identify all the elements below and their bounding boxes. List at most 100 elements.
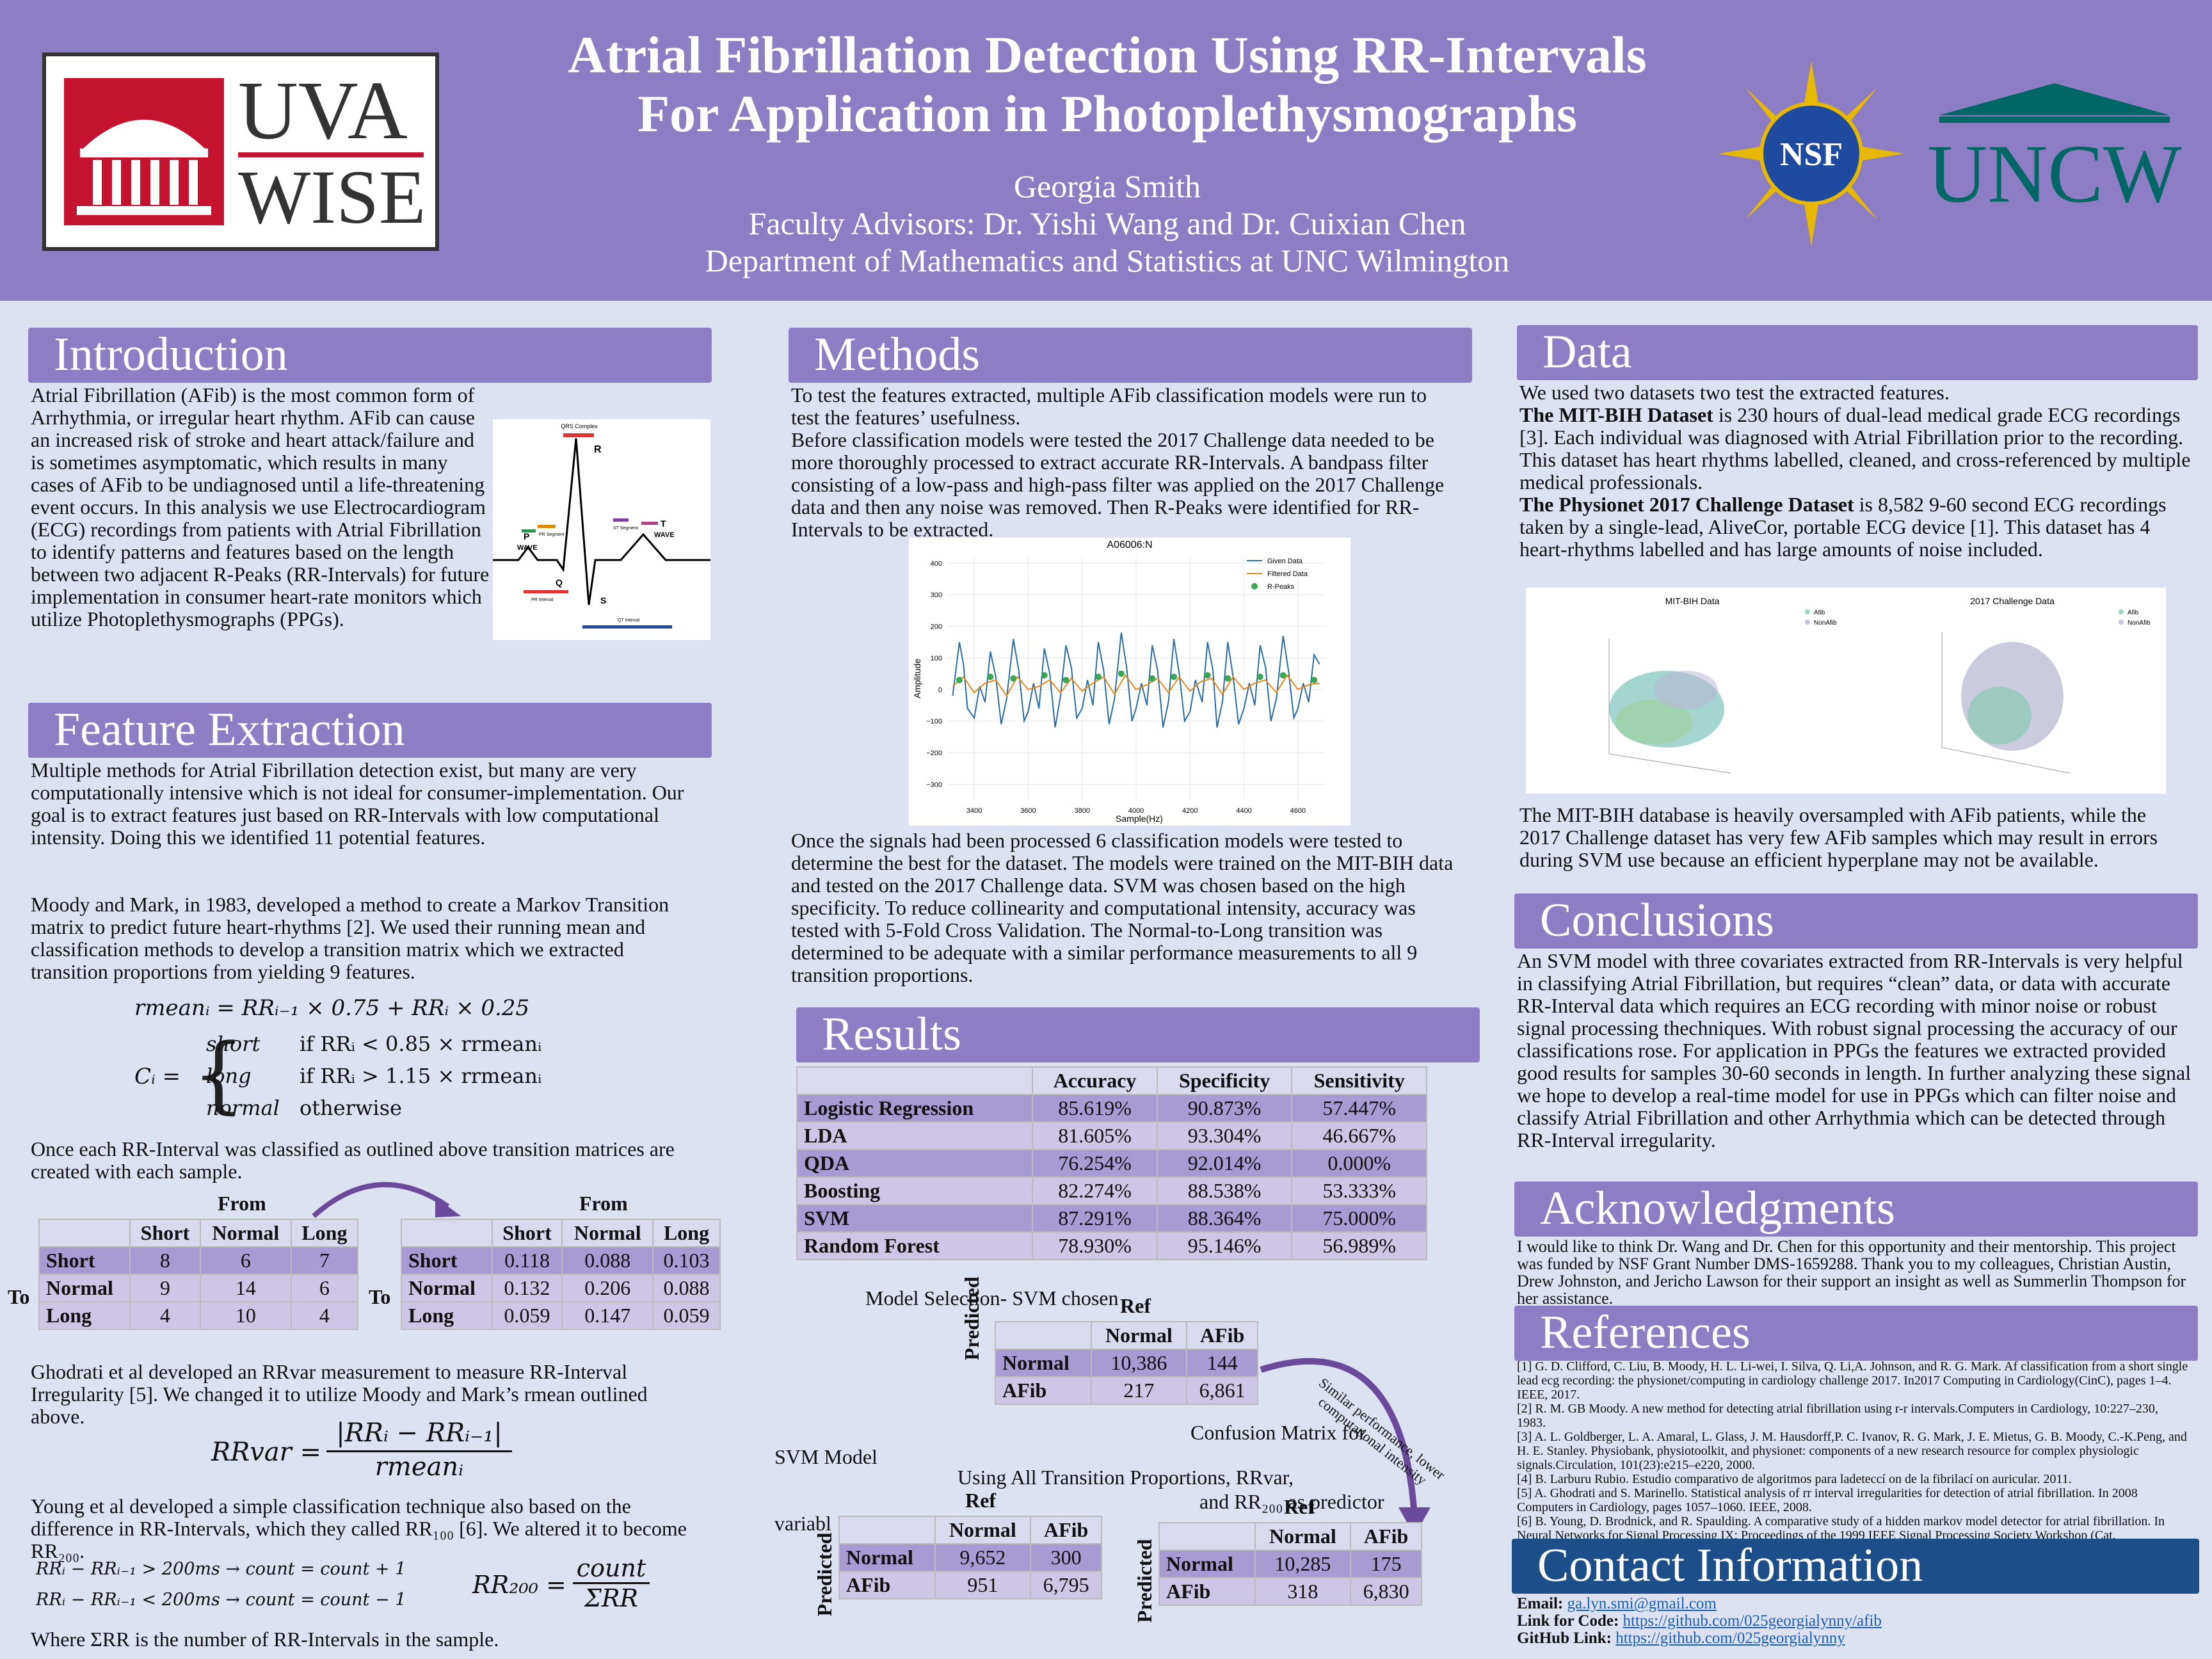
github-link[interactable]: https://github.com/025georgialynny xyxy=(1615,1630,1845,1647)
references-header: References xyxy=(1514,1306,2198,1361)
corner-cell xyxy=(38,1219,131,1247)
c-case-long: long xyxy=(206,1064,252,1088)
rr200-denominator: ΣRR xyxy=(584,1584,639,1612)
table-row: Random Forest 78.930% 95.146% 56.989% xyxy=(796,1231,1427,1260)
r-peak-point xyxy=(956,677,963,684)
feature-p5: Young et al developed a simple classific… xyxy=(31,1495,687,1562)
y-tick-label: 300 xyxy=(931,591,942,599)
r-peak-point xyxy=(1149,675,1156,682)
physionet-desc: The Physionet 2017 Challenge Dataset is … xyxy=(1519,493,2167,561)
c-case-long-cond: if RRᵢ > 1.15 × rrmeanᵢ xyxy=(300,1064,542,1088)
feature-header: Feature Extraction xyxy=(28,703,712,758)
qt-interval-marker xyxy=(582,625,672,629)
rr200-rule-2: RRᵢ − RRᵢ₋₁ < 200ms → count = count − 1 xyxy=(36,1590,406,1610)
legend-nonafib-dot-1 xyxy=(1805,620,1810,625)
brace: { xyxy=(192,1025,245,1123)
rrvar-lhs: RRvar = xyxy=(211,1438,322,1467)
contact-block: Email: ga.lyn.smi@gmail.com Link for Cod… xyxy=(1517,1595,2195,1647)
legend-marker xyxy=(1251,583,1258,589)
plot1-title: MIT-BIH Data xyxy=(1665,596,1720,606)
table-row: Normal 9 14 6 xyxy=(38,1274,359,1302)
x-tick-label: 4000 xyxy=(1128,807,1144,815)
ecg-wave-diagram: QRS Complex R P WAVE PR Segment ST Segme… xyxy=(493,419,710,640)
r-peak-point xyxy=(1256,673,1263,680)
table-row: Long 4 10 4 xyxy=(38,1301,359,1330)
c-case-short: short xyxy=(206,1032,260,1056)
rr200-lhs: RR₂₀₀ = xyxy=(472,1571,566,1599)
given-data-line xyxy=(952,632,1320,728)
predicted-label-1: Predicted xyxy=(960,1276,983,1361)
uva-red-bar xyxy=(238,152,424,157)
y-tick-label: 100 xyxy=(931,655,942,662)
r-peak-point xyxy=(1095,673,1102,680)
uncw-text: UNCW xyxy=(1927,128,2181,218)
contact-code-row: Link for Code: https://github.com/025geo… xyxy=(1517,1612,1882,1630)
scatter-cloud-1 xyxy=(1608,639,1731,774)
rr200-fraction: count ΣRR xyxy=(573,1554,650,1612)
author-name: Georgia Smith xyxy=(1013,168,1201,204)
table-row: Short 8 6 7 xyxy=(38,1246,359,1275)
poster-title: Atrial Fibrillation Detection Using RR-I… xyxy=(358,26,1856,143)
intro-header: Introduction xyxy=(28,328,712,383)
data-p1: We used two datasets two test the extrac… xyxy=(1519,381,2191,561)
ref-label-3: Ref xyxy=(1284,1495,1315,1518)
results-table: Accuracy Specificity Sensitivity Logisti… xyxy=(796,1066,1427,1260)
y-tick-label: −200 xyxy=(926,749,942,757)
chart-title: A06006:N xyxy=(1107,540,1152,550)
model-selection-caption: Model Selection- SVM chosen xyxy=(865,1286,1119,1310)
y-tick-label: −300 xyxy=(926,781,942,789)
dataset-scatter-plots: MIT-BIH Data 2017 Challenge Data Afib No… xyxy=(1526,588,2166,794)
y-tick-label: −100 xyxy=(926,718,942,726)
email-link[interactable]: ga.lyn.smi@gmail.com xyxy=(1567,1595,1717,1612)
table-row: LDA 81.605% 93.304% 46.667% xyxy=(796,1121,1427,1150)
t-wave-label: WAVE xyxy=(654,531,675,539)
col-header: Short xyxy=(129,1219,201,1247)
rrvar-numerator: |RRᵢ − RRᵢ₋₁| xyxy=(326,1418,512,1452)
plot2-title: 2017 Challenge Data xyxy=(1970,596,2055,606)
rmean-equation: rmeanᵢ = RRᵢ₋₁ × 0.75 + RRᵢ × 0.25 xyxy=(134,995,530,1021)
col-header: Short xyxy=(491,1219,563,1247)
x-tick-label: 3600 xyxy=(1020,807,1036,815)
rr200-rule-1: RRᵢ − RRᵢ₋₁ > 200ms → count = count + 1 xyxy=(36,1559,406,1579)
data-header: Data xyxy=(1517,325,2198,380)
legend-afib-1: Afib xyxy=(1814,609,1825,616)
to-label-1: To xyxy=(8,1285,30,1308)
legend-nonafib-2: NonAfib xyxy=(2128,620,2151,627)
predicted-label-3: Predicted xyxy=(1133,1539,1156,1623)
col-header: Normal xyxy=(199,1219,292,1247)
scatter-cloud-2 xyxy=(1941,632,2071,774)
col-header: Sensitivity xyxy=(1291,1066,1427,1095)
nsf-logo: NSF xyxy=(1719,61,1904,246)
c-equation-lhs: Cᵢ = xyxy=(134,1064,181,1089)
c-case-normal: normal xyxy=(206,1096,280,1120)
to-label-2: To xyxy=(369,1285,391,1308)
author-block: Georgia Smith Faculty Advisors: Dr. Yish… xyxy=(358,168,1856,279)
curved-arrow xyxy=(312,1182,461,1218)
contact-github-row: GitHub Link: https://github.com/025georg… xyxy=(1517,1630,1845,1647)
table-row: Normal 0.132 0.206 0.088 xyxy=(401,1274,721,1302)
chart-x-label: Sample(Hz) xyxy=(1116,813,1163,824)
legend-label: Filtered Data xyxy=(1267,570,1308,578)
predicted-label-2: Predicted xyxy=(813,1532,836,1617)
rotunda-icon xyxy=(64,78,224,225)
table-row: Short 0.118 0.088 0.103 xyxy=(401,1246,721,1275)
title-line-2: For Application in Photoplethysmographs xyxy=(637,84,1577,143)
r-peak-point xyxy=(1118,670,1125,677)
transition-proportion-table: Short Normal Long Short 0.118 0.088 0.10… xyxy=(401,1219,721,1330)
pr-interval-marker xyxy=(524,590,568,593)
legend-label: Given Data xyxy=(1267,557,1303,565)
table-row: Boosting 82.274% 88.538% 53.333% xyxy=(796,1176,1427,1205)
s-label: S xyxy=(600,595,606,605)
code-link[interactable]: https://github.com/025georgialynny/afib xyxy=(1623,1612,1882,1630)
conclusions-text: An SVM model with three covariates extra… xyxy=(1517,949,2192,1151)
cm-caption-title: Confusion Matrix for xyxy=(1190,1421,1366,1444)
legend-nonafib-dot-2 xyxy=(2119,620,2124,625)
col-header: Long xyxy=(652,1219,721,1247)
r-peak-point xyxy=(1311,677,1318,684)
transition-count-table: Short Normal Long Short 8 6 7 Normal 9 1… xyxy=(38,1219,359,1330)
r-label: R xyxy=(594,444,602,455)
qrs-bracket xyxy=(563,433,594,437)
table-row: Logistic Regression 85.619% 90.873% 57.447% xyxy=(796,1094,1427,1123)
mit-bih-desc: The MIT-BIH Dataset is 230 hours of dual… xyxy=(1519,403,2191,493)
x-tick-label: 4200 xyxy=(1182,807,1198,815)
